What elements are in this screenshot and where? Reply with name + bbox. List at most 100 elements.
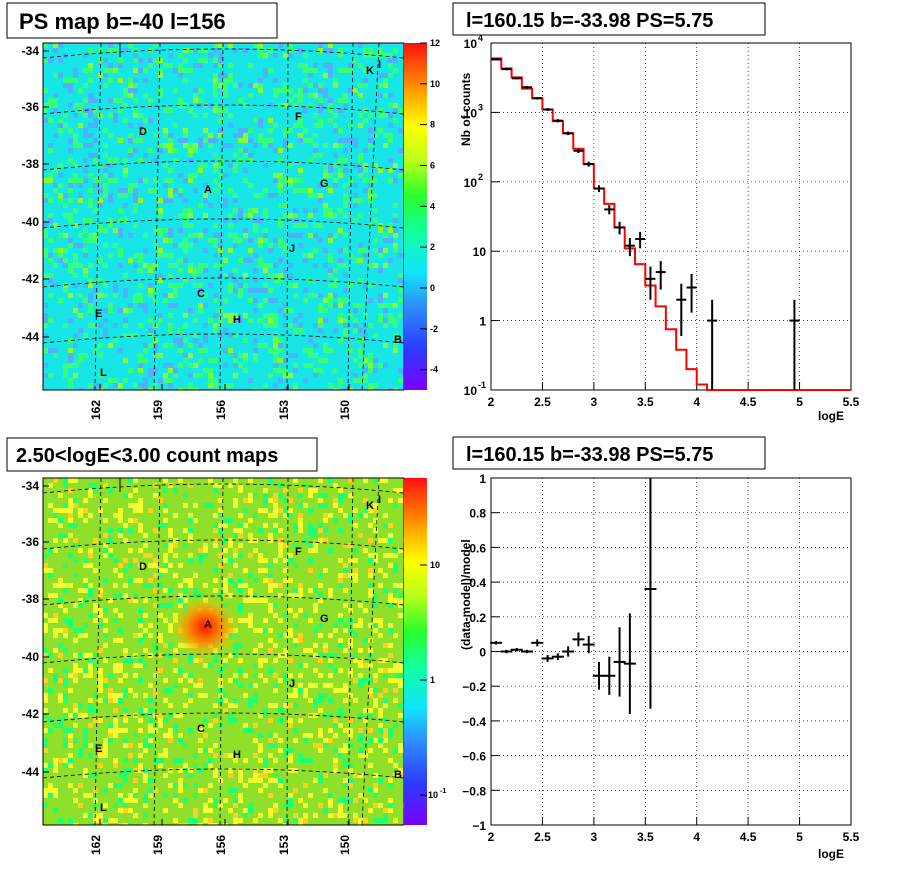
map-pixel — [123, 758, 128, 763]
ps-map-graticule — [43, 43, 404, 390]
map-pixel — [318, 43, 323, 48]
map-pixel — [103, 658, 108, 663]
map-pixel — [293, 613, 298, 618]
map-pixel — [158, 753, 163, 758]
map-pixel — [198, 658, 203, 663]
map-pixel — [368, 713, 373, 718]
map-pixel — [388, 538, 393, 543]
map-pixel — [273, 508, 278, 513]
map-pixel — [368, 323, 373, 328]
count-map-lon-ticks: 162 159 156 153 150 — [89, 819, 352, 855]
map-pixel — [338, 98, 343, 103]
map-pixel — [213, 108, 218, 113]
map-pixel — [368, 283, 373, 288]
map-pixel — [68, 728, 73, 733]
map-pixel — [123, 48, 128, 53]
map-pixel — [178, 228, 183, 233]
map-pixel — [353, 548, 358, 553]
map-pixel — [233, 288, 238, 293]
map-pixel — [328, 173, 333, 178]
map-pixel — [158, 58, 163, 63]
map-pixel — [73, 343, 78, 348]
map-pixel — [168, 783, 173, 788]
map-pixel — [103, 823, 108, 825]
map-pixel — [348, 628, 353, 633]
map-pixel — [328, 68, 333, 73]
map-pixel — [213, 703, 218, 708]
map-pixel — [318, 103, 323, 108]
map-pixel — [383, 698, 388, 703]
map-pixel — [318, 573, 323, 578]
map-pixel — [68, 713, 73, 718]
map-pixel — [353, 328, 358, 333]
map-pixel — [238, 608, 243, 613]
map-pixel — [193, 98, 198, 103]
map-pixel — [343, 138, 348, 143]
map-pixel — [203, 748, 208, 753]
map-pixel — [233, 503, 238, 508]
map-pixel — [68, 743, 73, 748]
map-pixel — [313, 603, 318, 608]
map-pixel — [168, 53, 173, 58]
map-pixel — [308, 193, 313, 198]
map-pixel — [248, 318, 253, 323]
map-pixel — [388, 53, 393, 58]
map-pixel — [58, 598, 63, 603]
map-pixel — [143, 263, 148, 268]
map-pixel — [353, 138, 358, 143]
map-pixel — [383, 318, 388, 323]
map-pixel — [283, 818, 288, 823]
map-pixel — [128, 258, 133, 263]
lon-tick-label: 150 — [338, 400, 352, 420]
map-pixel — [343, 513, 348, 518]
map-pixel — [208, 808, 213, 813]
map-pixel — [343, 563, 348, 568]
map-pixel — [68, 753, 73, 758]
source-label-F: F — [295, 111, 302, 123]
map-pixel — [103, 283, 108, 288]
map-pixel — [153, 713, 158, 718]
map-pixel — [273, 368, 278, 373]
map-pixel — [73, 538, 78, 543]
map-pixel — [83, 238, 88, 243]
map-pixel — [68, 348, 73, 353]
map-pixel — [58, 723, 63, 728]
map-pixel — [58, 258, 63, 263]
map-pixel — [248, 183, 253, 188]
map-pixel — [103, 128, 108, 133]
map-pixel — [238, 643, 243, 648]
y-tick-exponent: 3 — [478, 102, 483, 112]
map-pixel — [158, 498, 163, 503]
map-pixel — [88, 198, 93, 203]
map-pixel — [188, 173, 193, 178]
map-pixel — [43, 363, 48, 368]
map-pixel — [273, 348, 278, 353]
lon-tick-label: 159 — [151, 400, 165, 420]
map-pixel — [263, 208, 268, 213]
map-pixel — [263, 323, 268, 328]
map-pixel — [383, 388, 388, 390]
map-pixel — [123, 743, 128, 748]
map-pixel — [283, 313, 288, 318]
map-pixel — [338, 618, 343, 623]
map-pixel — [153, 188, 158, 193]
map-pixel — [268, 743, 273, 748]
map-pixel — [78, 123, 83, 128]
map-pixel — [398, 593, 403, 598]
map-pixel — [168, 303, 173, 308]
map-pixel — [333, 368, 338, 373]
lon-tick-label: 162 — [89, 835, 103, 855]
map-pixel — [53, 73, 58, 78]
map-pixel — [163, 793, 168, 798]
map-pixel — [378, 293, 383, 298]
map-pixel — [123, 523, 128, 528]
map-pixel — [43, 748, 48, 753]
map-pixel — [343, 588, 348, 593]
map-pixel — [128, 478, 133, 483]
map-pixel — [288, 163, 293, 168]
map-pixel — [198, 88, 203, 93]
map-pixel — [243, 48, 248, 53]
map-pixel — [288, 753, 293, 758]
map-pixel — [173, 158, 178, 163]
